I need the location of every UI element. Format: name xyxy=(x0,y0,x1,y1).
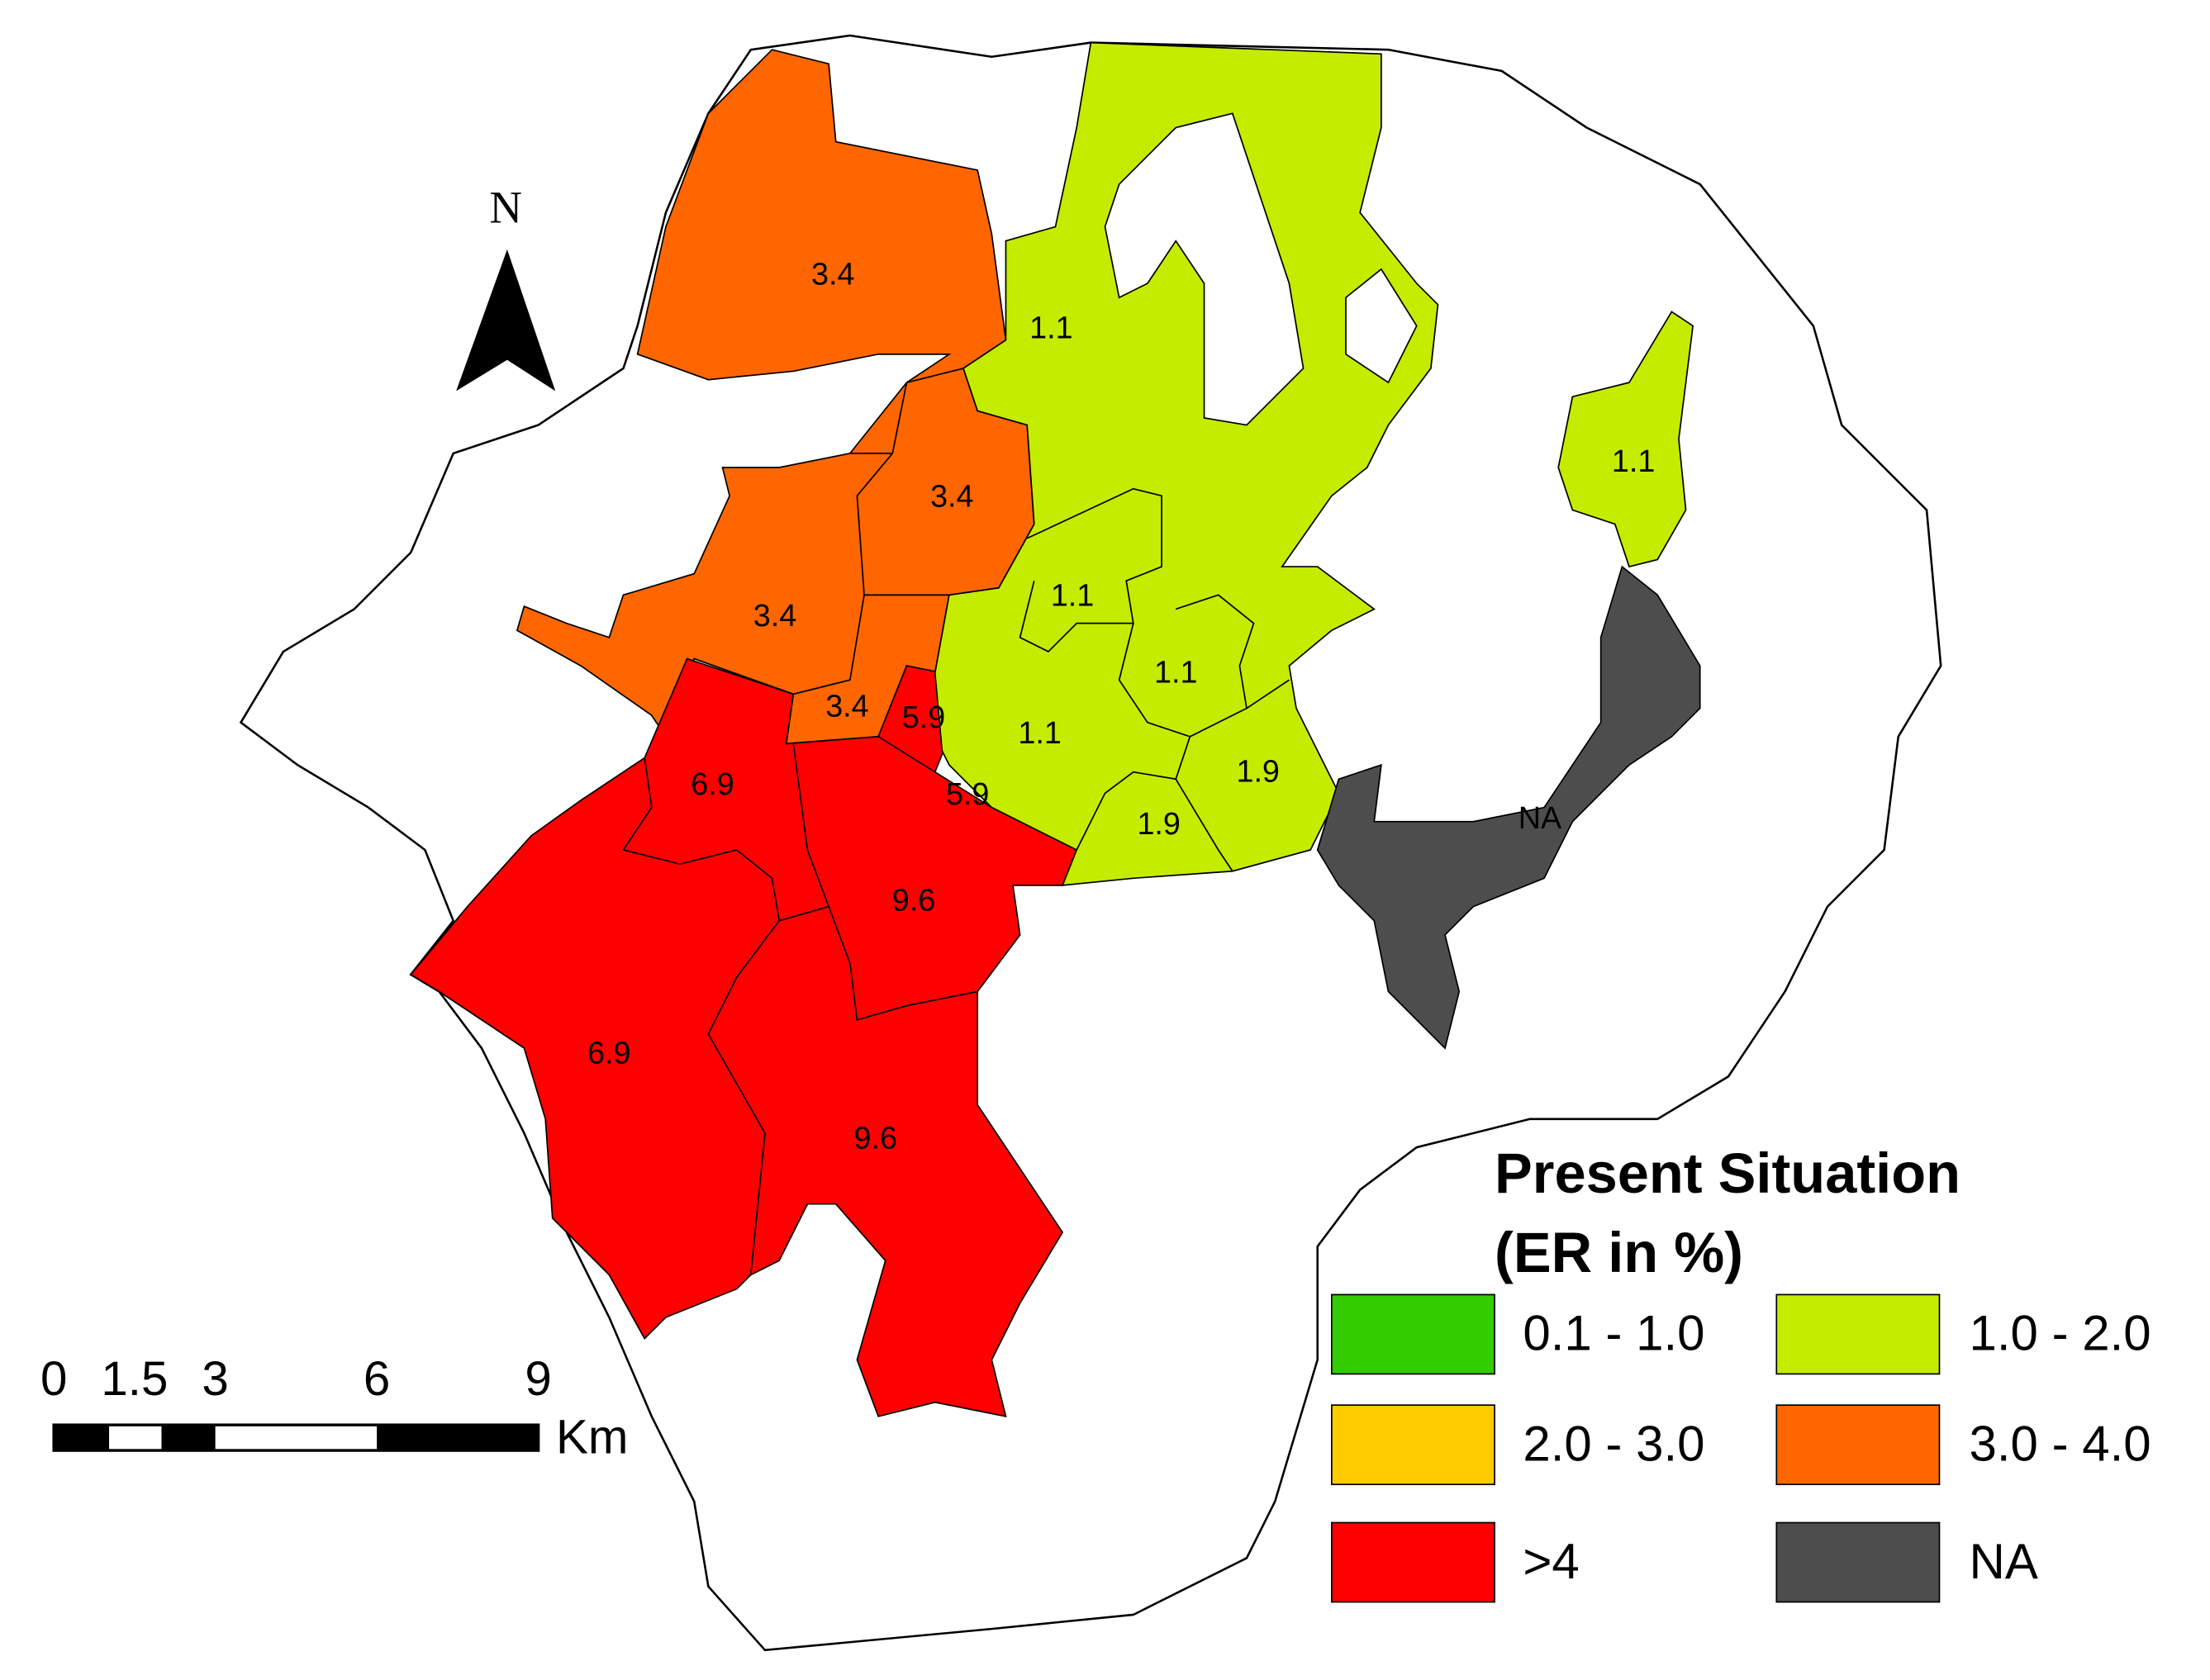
scale-tick-label: 3 xyxy=(202,1352,228,1406)
scale-tick-label: 1.5 xyxy=(101,1352,168,1406)
scale-bar-segment xyxy=(161,1425,216,1451)
legend-label: NA xyxy=(1969,1534,2037,1589)
region-label: 6.9 xyxy=(587,1036,630,1070)
boundary xyxy=(793,595,865,695)
boundary xyxy=(622,757,780,921)
region-label: 1.1 xyxy=(1018,715,1061,750)
legend-swatch xyxy=(1775,1293,1941,1375)
scale-bar: Km xyxy=(52,1410,628,1464)
region-label: 3.4 xyxy=(825,688,868,723)
boundary xyxy=(1175,778,1233,872)
legend-subtitle: (ER in %) xyxy=(1495,1221,1743,1284)
legend-label: 2.0 - 3.0 xyxy=(1523,1416,1704,1471)
legend-swatch xyxy=(1331,1404,1495,1486)
legend-label: >4 xyxy=(1523,1534,1579,1589)
boundary xyxy=(1246,679,1290,709)
scale-unit: Km xyxy=(556,1410,628,1464)
scale-bar-segment xyxy=(54,1425,110,1451)
boundary xyxy=(849,368,964,454)
legend-swatch xyxy=(1331,1521,1495,1603)
region-label: 5.9 xyxy=(902,700,945,734)
boundary xyxy=(877,736,936,773)
scale-tick-label: 9 xyxy=(525,1352,551,1406)
region-green-small xyxy=(1557,311,1694,568)
hole xyxy=(1345,268,1418,384)
region-label: 1.1 xyxy=(1612,444,1655,478)
region-label: 3.4 xyxy=(930,479,973,514)
north-label: N xyxy=(489,182,522,232)
region-label: 5.9 xyxy=(946,776,989,811)
region-label: 6.9 xyxy=(691,766,734,801)
internal-boundaries xyxy=(622,368,1290,1275)
region-label: NA xyxy=(1518,800,1562,835)
scale-bar-segment xyxy=(377,1425,539,1451)
legend-label: 0.1 - 1.0 xyxy=(1523,1306,1704,1361)
boundary xyxy=(1076,736,1191,851)
legend-swatch xyxy=(1331,1293,1495,1375)
region-label: 9.6 xyxy=(853,1120,896,1155)
hole xyxy=(1104,112,1305,426)
boundary xyxy=(828,906,978,1021)
boundary xyxy=(1019,487,1162,653)
legend-title: Present Situation xyxy=(1495,1141,1960,1205)
region-label: 9.6 xyxy=(892,882,935,917)
legend-label: 1.0 - 2.0 xyxy=(1969,1306,2151,1361)
region-orange xyxy=(516,49,1035,745)
boundary xyxy=(856,453,949,596)
region-label: 1.9 xyxy=(1137,806,1180,841)
region-label: 1.1 xyxy=(1154,654,1197,689)
region-label: 1.1 xyxy=(1051,578,1094,613)
region-label: 3.4 xyxy=(753,598,796,633)
region-na xyxy=(1316,565,1701,1050)
region-label: 1.1 xyxy=(1029,311,1072,345)
region-red xyxy=(409,657,1078,1418)
scale-tick-label: 6 xyxy=(364,1352,390,1406)
region-label: 1.9 xyxy=(1236,753,1279,788)
scale-tick-label: 0 xyxy=(40,1352,67,1406)
legend-swatch xyxy=(1775,1521,1941,1603)
legend-swatch xyxy=(1775,1404,1941,1486)
boundary xyxy=(707,743,830,1275)
north-arrow xyxy=(456,249,556,392)
legend-label: 3.0 - 4.0 xyxy=(1969,1416,2151,1471)
region-label: 3.4 xyxy=(811,257,854,292)
